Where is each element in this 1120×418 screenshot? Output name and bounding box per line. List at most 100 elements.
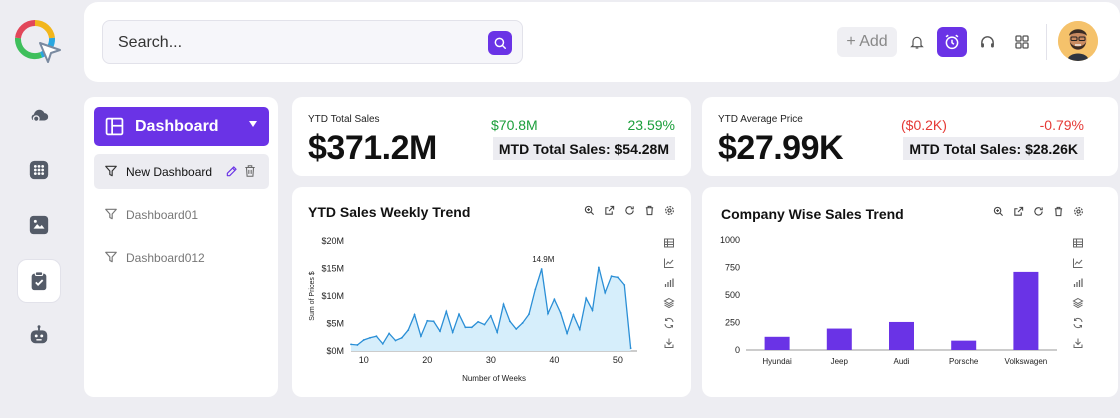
edit-icon[interactable] [225,164,239,178]
table-view-icon[interactable] [663,237,675,249]
x-tick-label: 50 [613,355,623,365]
bar [826,328,852,350]
avatar[interactable] [1058,21,1098,61]
zoom-in-icon[interactable] [993,206,1004,217]
trash-icon[interactable] [243,164,257,178]
data-point [547,312,549,315]
y-tick-label: $15M [321,264,344,274]
data-point [591,309,594,312]
bar-chart-icon[interactable] [1072,277,1084,289]
widgets-grid-icon[interactable] [1007,27,1037,57]
bot-nav-icon[interactable] [17,313,61,357]
toolbar-divider [1046,24,1047,60]
kpi-label: YTD Average Price [718,114,803,125]
search-input[interactable]: Search... [102,20,523,64]
dashboard-dropdown[interactable]: Dashboard [94,107,269,146]
sidebar-item-label: Dashboard01 [126,208,199,222]
y-tick-label: 250 [725,318,740,328]
data-point [521,322,524,324]
app-logo[interactable] [14,18,63,66]
bar [764,336,790,350]
data-point [502,303,505,306]
sidebar-item-new-dashboard[interactable]: New Dashboard [94,154,269,189]
sync-icon[interactable] [1072,317,1084,329]
data-point [578,328,581,331]
data-point [445,310,448,313]
x-tick-label: Hyundai [762,357,792,366]
nav-rail [0,0,80,418]
x-tick-label: 20 [422,355,432,365]
line-chart-icon[interactable] [663,257,675,269]
data-point [489,314,492,317]
download-icon[interactable] [1072,337,1084,349]
data-point [451,331,454,334]
trash-icon[interactable] [644,205,655,216]
chart-side-toolbar [663,237,675,349]
apps-grid-icon[interactable] [17,148,61,192]
data-point [426,319,429,322]
alarm-clock-icon[interactable] [937,27,967,57]
kpi-card-total-sales: YTD Total Sales $371.2M $70.8M 23.59% MT… [292,97,691,176]
y-axis-title: Sum of Prices $ [309,271,316,321]
line-chart-icon[interactable] [1072,257,1084,269]
sidebar-item-dashboard01[interactable]: Dashboard01 [94,197,269,232]
bar [1013,271,1039,350]
sync-icon[interactable] [663,317,675,329]
bar-chart-icon[interactable] [663,277,675,289]
clipboard-nav-icon[interactable] [17,259,61,303]
y-tick-label: $10M [321,291,344,301]
data-point [508,320,511,323]
sidebar-item-dashboard012[interactable]: Dashboard012 [94,240,269,275]
y-tick-label: 0 [735,345,740,355]
search-button[interactable] [488,31,512,55]
bar [889,321,914,350]
open-external-icon[interactable] [604,205,615,216]
y-tick-label: 750 [725,263,740,273]
bar [951,340,977,350]
open-external-icon[interactable] [1013,206,1024,217]
area-fill [351,267,631,351]
refresh-icon[interactable] [1033,206,1044,217]
chart-toolbar [993,206,1084,217]
data-point [439,330,441,333]
kpi-value: $371.2M [308,129,437,167]
bell-icon[interactable] [902,27,932,57]
refresh-icon[interactable] [624,205,635,216]
layers-icon[interactable] [1072,297,1084,309]
data-point [610,275,613,278]
search-icon [494,37,506,49]
filter-icon [105,165,117,177]
add-button[interactable]: + Add [837,27,897,57]
settings-icon[interactable] [1073,206,1084,217]
settings-icon[interactable] [664,205,675,216]
company-sales-chart: 0 250 500 750 1000 Hyundai Jeep Audi Porsche Volk… [720,235,1057,366]
y-tick-label: 1000 [720,235,740,245]
x-tick-label: 30 [486,355,496,365]
y-tick-label: $20M [321,236,344,246]
x-tick-label: 10 [359,355,369,365]
filter-icon [105,208,117,220]
trash-icon[interactable] [1053,206,1064,217]
image-nav-icon[interactable] [17,203,61,247]
headset-icon[interactable] [972,27,1002,57]
cloud-nav-icon[interactable] [17,93,61,137]
x-tick-label: Jeep [831,357,849,366]
data-point [470,326,473,329]
layers-icon[interactable] [663,297,675,309]
data-point [388,332,391,335]
kpi-delta: $70.8M [491,117,538,133]
data-point [585,297,588,300]
zoom-in-icon[interactable] [584,205,595,216]
download-icon[interactable] [663,337,675,349]
data-point [477,320,480,323]
chart-side-toolbar [1072,237,1084,349]
data-point [553,298,556,301]
data-label: 14.9M [532,255,555,264]
data-point [350,343,352,346]
data-point [528,313,530,316]
table-view-icon[interactable] [1072,237,1084,249]
data-point [540,268,543,270]
data-point [572,313,575,316]
data-point [464,326,467,329]
data-point [362,339,365,341]
